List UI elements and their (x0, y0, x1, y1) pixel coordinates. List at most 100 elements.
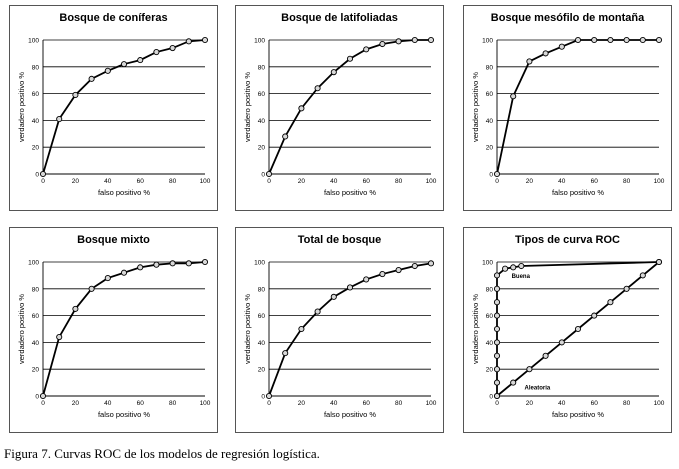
x-tick-label: 100 (426, 178, 437, 185)
y-tick-label: 20 (486, 367, 494, 374)
chart-title: Bosque de coníferas (59, 12, 168, 24)
y-tick-label: 80 (32, 64, 40, 71)
data-point (346, 284, 354, 291)
y-tick-label: 100 (482, 38, 493, 45)
x-tick-label: 80 (169, 178, 177, 185)
x-tick-label: 60 (591, 400, 599, 407)
data-point (185, 260, 192, 267)
y-tick-label: 100 (254, 38, 265, 45)
x-tick-label: 0 (495, 400, 499, 407)
chart-svg-tipos: 0 20 40 60 80 100 0 20 40 60 80 100 falso positivo %… (471, 258, 665, 419)
x-axis-label: falso positivo % (552, 188, 604, 197)
data-point (526, 366, 533, 373)
data-point (265, 392, 273, 400)
y-axis-label: verdadero positivo % (243, 72, 252, 142)
data-point (411, 36, 418, 44)
chart-panel-coniferas: Bosque de coníferas 0 20 40 60 80 100 0 20 40 60 8… (9, 5, 218, 211)
y-tick-label: 100 (254, 260, 265, 267)
data-point (120, 61, 128, 68)
chart-title: Tipos de curva ROC (515, 234, 620, 246)
data-point (591, 312, 598, 319)
data-point (558, 43, 565, 50)
data-point (104, 275, 111, 282)
data-point (201, 36, 209, 44)
data-point (493, 392, 501, 400)
y-tick-label: 60 (32, 313, 40, 320)
x-tick-label: 0 (41, 178, 45, 185)
series-line (42, 39, 206, 175)
y-tick-label: 40 (486, 340, 494, 347)
x-tick-label: 100 (200, 178, 211, 185)
data-point (510, 264, 517, 271)
data-point (558, 339, 565, 346)
y-tick-label: 80 (32, 286, 40, 293)
data-point (88, 285, 95, 292)
x-tick-label: 20 (298, 400, 306, 407)
data-point (330, 69, 337, 76)
chart-panel-mixto: Bosque mixto 0 20 40 60 80 100 0 20 40 60 80 100 fal… (9, 227, 218, 433)
y-tick-label: 20 (32, 145, 40, 152)
data-point (314, 85, 321, 92)
chart-panel-mesofilo: Bosque mesófilo de montaña 0 20 40 60 80 100 0… (463, 5, 672, 211)
x-tick-label: 100 (426, 400, 437, 407)
y-tick-label: 80 (258, 286, 266, 293)
data-point (623, 36, 630, 44)
data-point (493, 272, 501, 279)
data-point (379, 271, 386, 278)
chart-svg-mixto: 0 20 40 60 80 100 0 20 40 60 80 100 falso positivo %… (17, 258, 211, 419)
x-tick-label: 0 (495, 178, 499, 185)
y-tick-label: 40 (486, 118, 494, 125)
data-point (655, 258, 663, 266)
data-point (493, 170, 501, 178)
x-tick-label: 100 (200, 400, 211, 407)
data-point (153, 49, 160, 56)
data-point (395, 266, 402, 274)
data-point (330, 293, 337, 300)
chart-svg-mesofilo: 0 20 40 60 80 100 0 20 40 60 80 100 falso positivo %… (471, 36, 665, 197)
data-point (542, 352, 549, 359)
x-axis-label: falso positivo % (324, 188, 376, 197)
y-tick-label: 20 (32, 367, 40, 374)
data-point (72, 305, 79, 312)
data-point (493, 352, 501, 359)
data-point (137, 264, 144, 271)
y-axis-label: verdadero positivo % (17, 72, 26, 142)
data-point (574, 325, 582, 333)
y-tick-label: 40 (258, 340, 266, 347)
data-point (395, 38, 402, 45)
data-point (169, 260, 176, 267)
data-point (510, 93, 517, 100)
data-point (72, 91, 79, 98)
x-tick-label: 20 (526, 178, 534, 185)
x-tick-label: 20 (72, 400, 80, 407)
data-point (56, 116, 63, 123)
data-point (120, 269, 128, 276)
data-point (607, 299, 614, 306)
y-tick-label: 100 (28, 38, 39, 45)
y-tick-label: 60 (486, 91, 494, 98)
x-tick-label: 80 (623, 178, 631, 185)
y-tick-label: 0 (35, 394, 39, 401)
data-point (510, 379, 517, 386)
y-tick-label: 60 (258, 313, 266, 320)
x-tick-label: 100 (654, 178, 665, 185)
x-tick-label: 80 (169, 400, 177, 407)
x-tick-label: 0 (267, 178, 271, 185)
data-point (56, 333, 63, 341)
data-point (526, 58, 533, 65)
data-point (493, 312, 501, 319)
data-point (346, 55, 354, 62)
x-axis-label: falso positivo % (98, 188, 150, 197)
x-tick-label: 60 (137, 178, 145, 185)
data-point (542, 50, 549, 57)
data-point (39, 170, 47, 178)
y-tick-label: 40 (32, 118, 40, 125)
data-point (493, 379, 501, 386)
data-point (88, 75, 95, 82)
x-axis-label: falso positivo % (324, 410, 376, 419)
x-tick-label: 60 (591, 178, 599, 185)
x-axis-label: falso positivo % (98, 410, 150, 419)
data-point (153, 261, 160, 268)
data-point (427, 260, 435, 267)
x-tick-label: 20 (526, 400, 534, 407)
